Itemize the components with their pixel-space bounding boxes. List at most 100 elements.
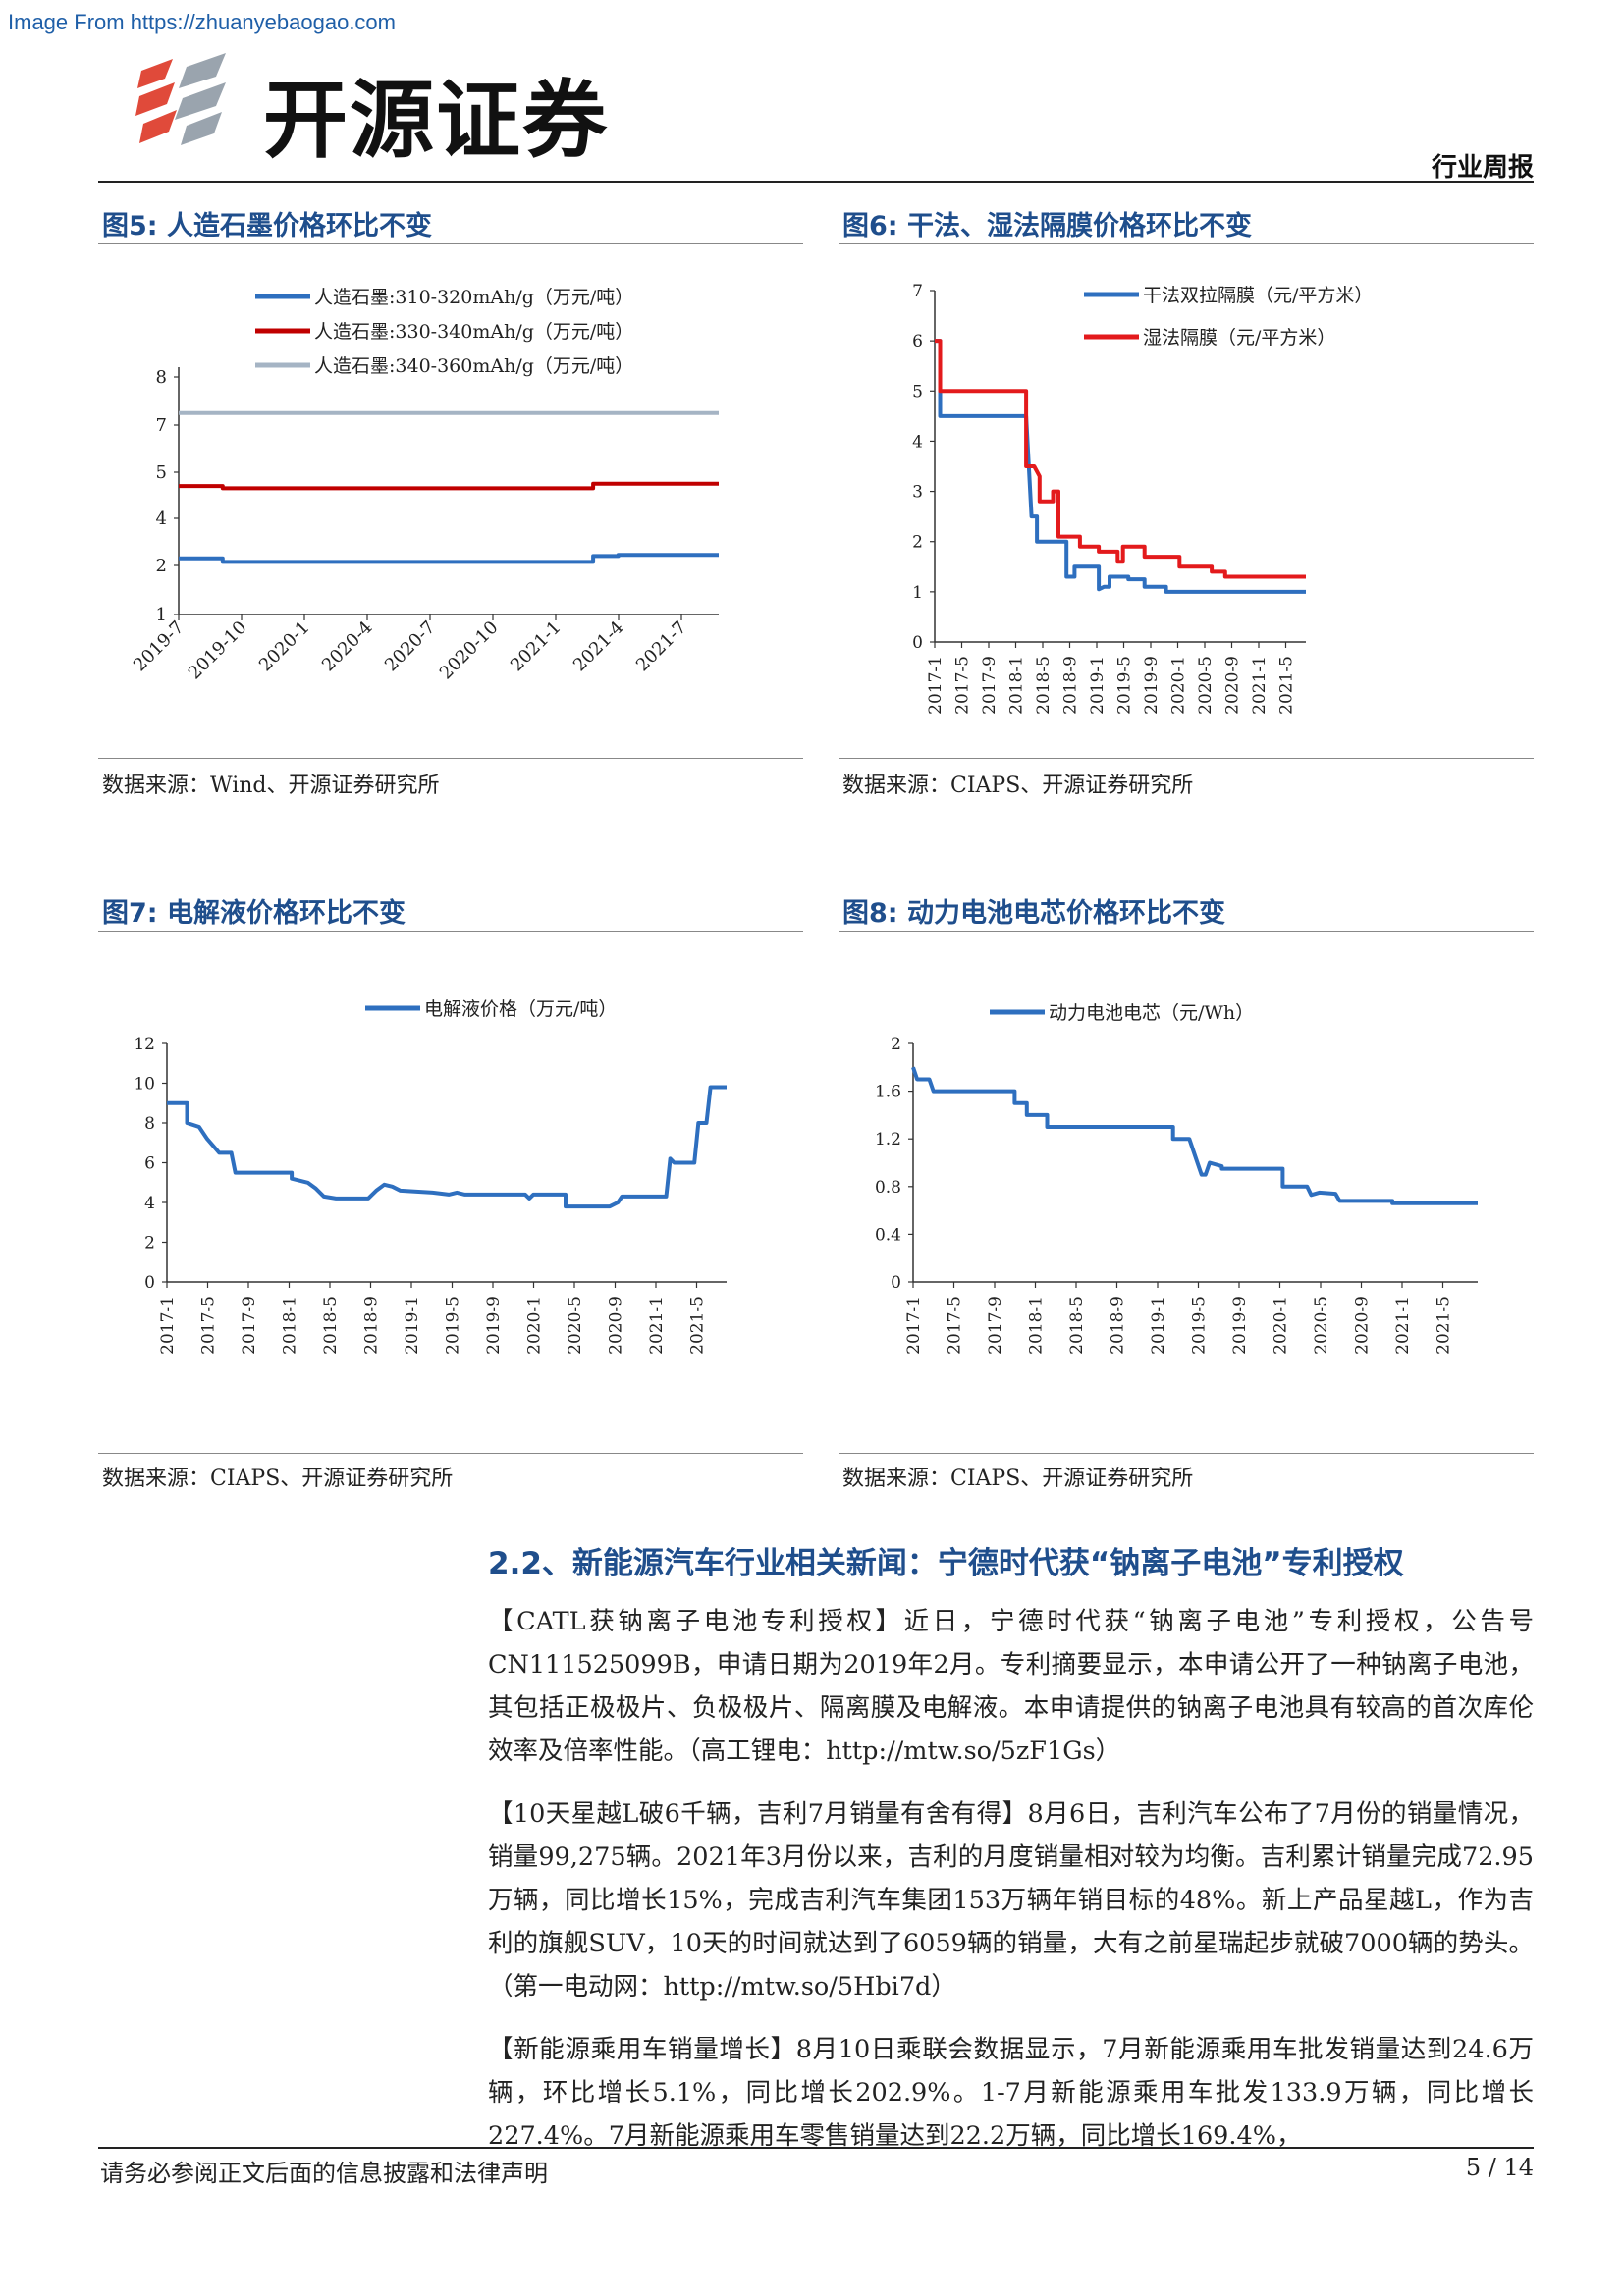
legend-label: 干法双拉隔膜（元/平方米） — [1143, 285, 1373, 306]
watermark-text: Image From https://zhuanyebaogao.com — [8, 10, 396, 34]
x-tick-label: 2018-1 — [281, 1296, 300, 1355]
x-tick-label: 2017-1 — [926, 656, 946, 715]
x-tick-label: 2021-1 — [507, 617, 566, 676]
x-tick-label: 2021-5 — [1435, 1296, 1454, 1355]
y-tick-label: 4 — [156, 508, 167, 529]
x-tick-label: 2020-1 — [1272, 1296, 1291, 1355]
y-tick-label: 6 — [144, 1154, 155, 1174]
x-tick-label: 2020-9 — [1223, 656, 1243, 715]
x-tick-label: 2019-9 — [1142, 656, 1162, 715]
x-tick-label: 2020-9 — [1353, 1296, 1373, 1355]
y-tick-label: 1 — [912, 583, 923, 603]
legend-label: 动力电池电芯（元/Wh） — [1049, 1002, 1254, 1024]
x-tick-label: 2018-1 — [1007, 656, 1027, 715]
figure-6-chart: 0 1 2 3 4 5 6 7 2017-1 2017-5 2017-9 2018-1 2018-5 20… — [839, 251, 1534, 752]
x-tick-label: 2019-9 — [1230, 1296, 1250, 1355]
news-paragraph-3: 【新能源乘用车销量增长】8月10日乘联会数据显示，7月新能源乘用车批发销量达到2… — [488, 2035, 1534, 2151]
x-tick-label: 2019-7 — [130, 617, 189, 676]
y-tick-label: 2 — [144, 1234, 155, 1254]
figure-6-title-rule — [839, 243, 1534, 244]
x-tick-label: 2018-9 — [362, 1296, 382, 1355]
y-tick-label: 2 — [156, 556, 167, 576]
x-tick-label: 2021-1 — [1250, 656, 1270, 715]
news-paragraph-2: 【10天星越L破6千辆，吉利7月销量有舍有得】8月6日，吉利汽车公布了7月份的销… — [488, 1799, 1534, 2002]
figure-5-source: 数据来源：Wind、开源证券研究所 — [102, 774, 440, 798]
figure-8-chart: 0 0.4 0.8 1.2 1.6 2 2017-1 2017-5 2017-9 2018-1 20… — [839, 938, 1534, 1449]
figure-8-source: 数据来源：CIAPS、开源证券研究所 — [842, 1467, 1194, 1491]
x-tick-label: 2020-9 — [607, 1296, 626, 1355]
x-tick-label: 2020-1 — [255, 617, 314, 676]
x-tick-label: 2020-5 — [1312, 1296, 1331, 1355]
x-tick-label: 2020-7 — [381, 617, 440, 676]
legend-label: 电解液价格（万元/吨） — [424, 998, 617, 1020]
x-tick-label: 2020-10 — [436, 617, 503, 684]
x-tick-label: 2018-1 — [1027, 1296, 1047, 1355]
footer-disclaimer: 请务必参阅正文后面的信息披露和法律声明 — [100, 2160, 548, 2187]
x-tick-label: 2018-5 — [1034, 656, 1054, 715]
page-number: 5 / 14 — [1465, 2154, 1534, 2181]
y-tick-label: 0 — [912, 633, 923, 653]
x-tick-label: 2021-7 — [632, 617, 691, 676]
figure-5-title-rule — [98, 243, 803, 244]
legend-label: 人造石墨:310-320mAh/g（万元/吨） — [314, 287, 633, 308]
y-tick-label: 10 — [134, 1075, 155, 1095]
y-tick-label: 2 — [891, 1035, 901, 1054]
x-tick-label: 2020-1 — [525, 1296, 545, 1355]
x-tick-label: 2018-5 — [1067, 1296, 1087, 1355]
x-tick-label: 2017-1 — [158, 1296, 178, 1355]
y-tick-label: 8 — [156, 367, 167, 388]
figure-7-source-rule — [98, 1453, 803, 1454]
figure-7-title: 图7: 电解液价格环比不变 — [102, 898, 406, 929]
news-paragraph-1: 【CATL获钠离子电池专利授权】近日，宁德时代获“钠离子电池”专利授权，公告号C… — [488, 1607, 1534, 1766]
y-tick-label: 0.8 — [875, 1178, 901, 1198]
figure-7-chart: 0 2 4 6 8 10 12 2017-1 2017-5 2017-9 2018-1 2018-5 2… — [98, 938, 803, 1449]
series-line — [911, 1066, 1478, 1205]
brand-logo-icon — [135, 49, 245, 147]
y-tick-label: 0 — [891, 1273, 901, 1293]
report-type: 行业周报 — [1431, 153, 1534, 183]
x-tick-label: 2017-5 — [199, 1296, 219, 1355]
x-tick-label: 2019-1 — [403, 1296, 422, 1355]
y-tick-label: 1.2 — [875, 1130, 901, 1149]
figure-8-title-rule — [839, 931, 1534, 932]
brand-name: 开源证券 — [263, 72, 609, 170]
series-line — [179, 553, 719, 564]
x-tick-label: 2021-4 — [569, 617, 628, 676]
x-tick-label: 2017-1 — [904, 1296, 924, 1355]
series-line — [935, 339, 1306, 579]
x-tick-label: 2019-1 — [1088, 656, 1108, 715]
y-tick-label: 4 — [912, 432, 923, 452]
series-line — [935, 339, 1306, 594]
y-tick-label: 3 — [912, 483, 923, 503]
figure-7-title-rule — [98, 931, 803, 932]
x-tick-label: 2020-4 — [318, 617, 377, 676]
y-tick-label: 5 — [912, 382, 923, 401]
series-line — [167, 1085, 727, 1209]
y-tick-label: 0.4 — [875, 1225, 901, 1245]
x-tick-label: 2017-5 — [953, 656, 973, 715]
figure-6-title: 图6: 干法、湿法隔膜价格环比不变 — [842, 211, 1252, 241]
x-tick-label: 2019-5 — [444, 1296, 463, 1355]
figure-6-source: 数据来源：CIAPS、开源证券研究所 — [842, 774, 1194, 798]
x-tick-label: 2021-1 — [647, 1296, 667, 1355]
y-tick-label: 12 — [134, 1035, 155, 1054]
y-tick-label: 6 — [912, 332, 923, 351]
legend-label: 人造石墨:340-360mAh/g（万元/吨） — [314, 355, 633, 377]
x-tick-label: 2017-5 — [946, 1296, 965, 1355]
section-title: 2.2、新能源汽车行业相关新闻：宁德时代获“钠离子电池”专利授权 — [488, 1546, 1404, 1581]
x-tick-label: 2018-5 — [321, 1296, 341, 1355]
legend-label: 人造石墨:330-340mAh/g（万元/吨） — [314, 321, 633, 343]
figure-5-source-rule — [98, 758, 803, 759]
figure-7-source: 数据来源：CIAPS、开源证券研究所 — [102, 1467, 454, 1491]
header-divider — [98, 181, 1534, 183]
y-tick-label: 5 — [156, 462, 167, 483]
x-tick-label: 2019-5 — [1190, 1296, 1210, 1355]
y-tick-label: 7 — [912, 282, 923, 301]
x-tick-label: 2021-1 — [1393, 1296, 1413, 1355]
x-tick-label: 2021-5 — [1277, 656, 1297, 715]
figure-5-title: 图5: 人造石墨价格环比不变 — [102, 211, 432, 241]
x-tick-label: 2019-5 — [1115, 656, 1135, 715]
x-tick-label: 2017-9 — [986, 1296, 1005, 1355]
y-tick-label: 8 — [144, 1114, 155, 1134]
x-tick-label: 2018-9 — [1109, 1296, 1128, 1355]
